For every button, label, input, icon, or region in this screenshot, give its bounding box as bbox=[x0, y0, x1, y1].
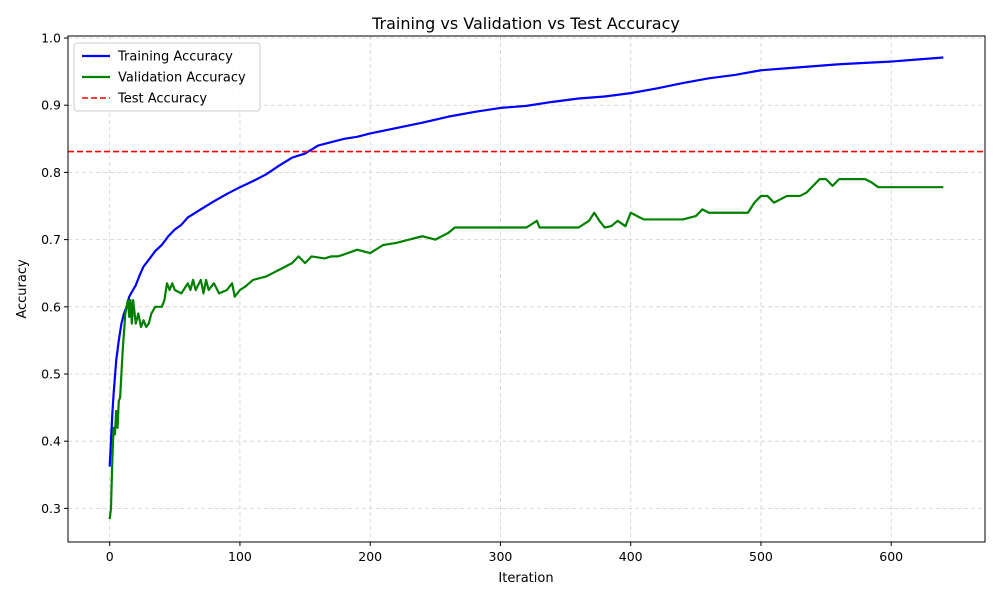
y-tick-label: 0.8 bbox=[41, 165, 61, 180]
plot-frame bbox=[67, 35, 986, 543]
plot-background bbox=[68, 36, 985, 542]
y-tick-label: 1.0 bbox=[41, 31, 61, 46]
x-tick-label: 300 bbox=[489, 549, 513, 564]
x-tick-label: 0 bbox=[106, 549, 114, 564]
y-tick-label: 0.4 bbox=[41, 434, 61, 449]
y-tick-label: 0.3 bbox=[41, 501, 61, 516]
legend: Training Accuracy Validation Accuracy Test… bbox=[73, 42, 261, 112]
x-axis: 0 100 200 300 400 500 600 bbox=[106, 542, 903, 564]
y-axis-label: Accuracy bbox=[15, 259, 30, 319]
x-tick-label: 200 bbox=[358, 549, 382, 564]
series-layer bbox=[68, 56, 985, 520]
training-accuracy-line bbox=[108, 56, 944, 467]
legend-label-training-accuracy: Training Accuracy bbox=[117, 50, 233, 65]
validation-accuracy-line bbox=[108, 178, 944, 520]
y-tick-label: 0.6 bbox=[41, 299, 61, 314]
legend-box bbox=[73, 42, 261, 112]
legend-label-test-accuracy: Test Accuracy bbox=[117, 92, 207, 107]
x-tick-label: 100 bbox=[228, 549, 252, 564]
x-tick-label: 400 bbox=[619, 549, 643, 564]
x-tick-label: 500 bbox=[749, 549, 773, 564]
chart-title: Training vs Validation vs Test Accuracy bbox=[371, 14, 680, 33]
x-tick-label: 600 bbox=[879, 549, 903, 564]
y-tick-label: 0.5 bbox=[41, 367, 61, 382]
y-tick-label: 0.7 bbox=[41, 232, 61, 247]
legend-label-validation-accuracy: Validation Accuracy bbox=[118, 71, 246, 86]
y-axis: 0.3 0.4 0.5 0.6 0.7 0.8 0.9 1.0 bbox=[41, 31, 68, 516]
y-tick-label: 0.9 bbox=[41, 98, 61, 113]
x-axis-label: Iteration bbox=[498, 571, 553, 586]
